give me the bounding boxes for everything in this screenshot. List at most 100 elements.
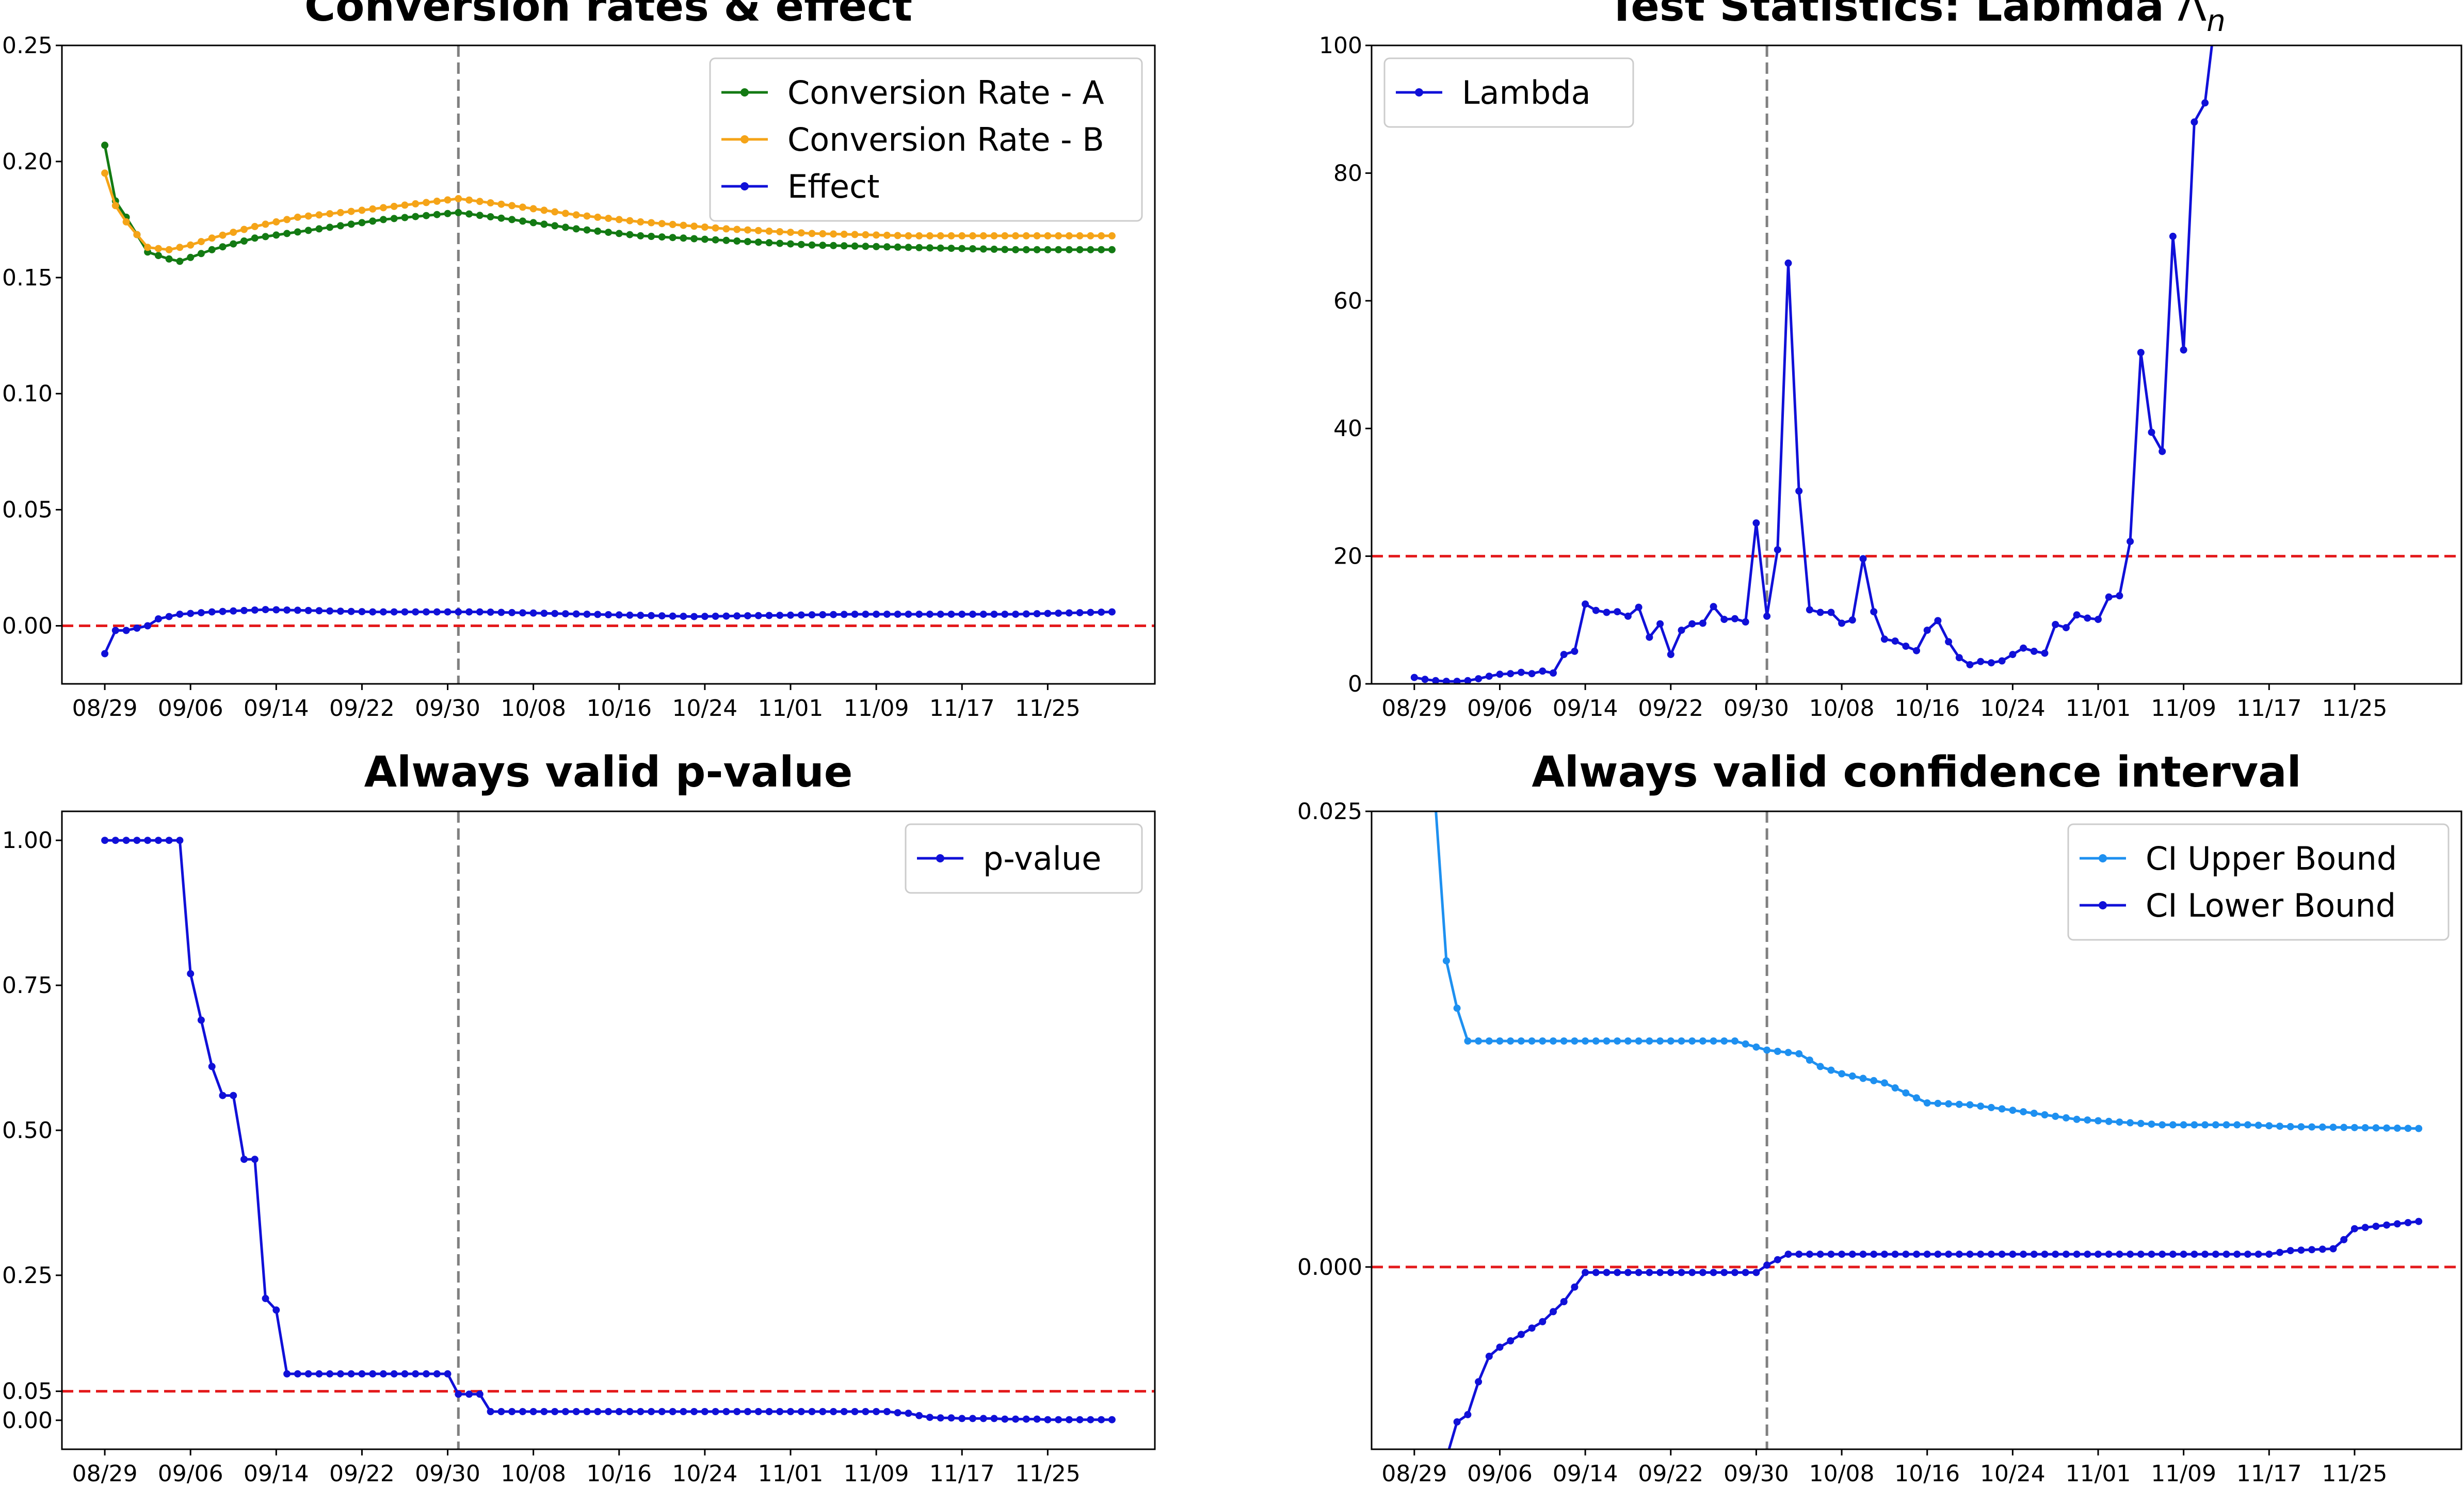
x-tick-label: 11/09 [844, 1461, 909, 1487]
data-point [883, 611, 891, 618]
data-point [551, 222, 559, 230]
data-point [1055, 232, 1062, 239]
data-point [2116, 1118, 2123, 1126]
data-point [272, 606, 280, 614]
data-point [1646, 633, 1653, 641]
data-point [712, 613, 719, 620]
data-point [1421, 676, 1429, 683]
x-tick-label: 10/08 [1809, 695, 1875, 722]
data-point [1560, 1037, 1568, 1045]
data-point [1055, 246, 1062, 253]
data-point [2383, 1124, 2391, 1132]
data-point [1774, 1048, 1781, 1055]
x-tick-label: 09/22 [329, 1461, 395, 1487]
data-point [240, 237, 248, 245]
data-point [455, 1390, 462, 1398]
data-point [1667, 1037, 1674, 1045]
data-point [605, 1408, 612, 1415]
x-tick-label: 10/24 [1980, 1461, 2046, 1487]
data-point [648, 233, 655, 240]
data-point [1507, 1337, 1515, 1344]
data-point [476, 1390, 484, 1398]
data-point [1699, 1037, 1706, 1045]
data-point [487, 213, 494, 220]
data-point [990, 1415, 998, 1422]
data-point [1108, 232, 1116, 239]
data-point [1411, 534, 1418, 541]
data-point [1496, 1343, 1504, 1351]
data-point [947, 1414, 955, 1422]
data-point [165, 255, 173, 263]
data-point [572, 610, 580, 618]
data-point [1806, 1056, 1813, 1064]
data-point [990, 245, 998, 253]
data-point [733, 612, 741, 620]
data-point [572, 1408, 580, 1415]
data-point [347, 220, 355, 228]
data-point [1923, 1099, 1931, 1107]
data-point [744, 226, 751, 234]
data-point [540, 610, 548, 617]
data-point [197, 609, 205, 617]
data-point [122, 627, 130, 634]
data-point [1656, 620, 1664, 628]
data-point [1902, 643, 1910, 650]
x-tick-label: 11/25 [2322, 695, 2388, 722]
data-point [2105, 1117, 2113, 1125]
data-point [551, 208, 559, 216]
data-point [2404, 1219, 2412, 1226]
x-tick-label: 11/17 [929, 695, 995, 722]
data-point [154, 615, 162, 623]
data-point [680, 221, 687, 229]
data-point [1880, 635, 1888, 643]
data-point [1902, 1251, 1910, 1258]
legend-marker [740, 135, 749, 143]
data-point [369, 1370, 377, 1378]
data-point [873, 231, 880, 239]
data-point [648, 219, 655, 227]
data-point [1065, 609, 1073, 617]
data-point [2244, 1251, 2251, 1258]
data-point [830, 1408, 838, 1415]
data-point [529, 205, 537, 213]
data-point [1603, 609, 1611, 616]
data-point [1806, 1251, 1813, 1258]
data-point [433, 197, 441, 205]
legend-marker [740, 88, 749, 97]
conversion-rates-panel: Conversion rates & effect 08/29 09/06 09/14… [2, 0, 1156, 722]
data-point [444, 210, 452, 217]
data-point [390, 608, 398, 616]
data-point [2127, 538, 2134, 546]
data-point [423, 608, 430, 616]
data-point [2009, 1107, 2017, 1114]
data-point [883, 231, 891, 239]
data-point [1464, 1411, 1472, 1418]
data-point [1688, 1037, 1696, 1045]
data-point [1966, 1101, 1974, 1109]
data-point [787, 229, 794, 236]
data-point [626, 611, 634, 619]
data-point [1001, 611, 1009, 618]
data-point [1614, 1269, 1621, 1276]
data-point [1752, 519, 1760, 527]
data-point [101, 837, 109, 844]
x-tick-label: 09/30 [415, 695, 480, 722]
data-point [733, 237, 741, 245]
data-point [176, 244, 184, 251]
data-point [2191, 1121, 2198, 1129]
data-point [1624, 1037, 1632, 1045]
data-point [840, 611, 848, 618]
data-point [455, 608, 462, 616]
data-point [926, 232, 933, 239]
data-point [1442, 678, 1450, 684]
y-tick-label: 0.25 [2, 33, 53, 59]
data-point [2159, 447, 2166, 455]
y-tick-label: 0.00 [2, 613, 53, 639]
data-point [1624, 1269, 1632, 1276]
legend-label: Lambda [1462, 74, 1591, 111]
plot-frame [61, 810, 1156, 1450]
data-point [905, 1410, 912, 1417]
data-point [1076, 246, 1084, 253]
data-point [2009, 1251, 2017, 1258]
data-point [658, 233, 666, 241]
